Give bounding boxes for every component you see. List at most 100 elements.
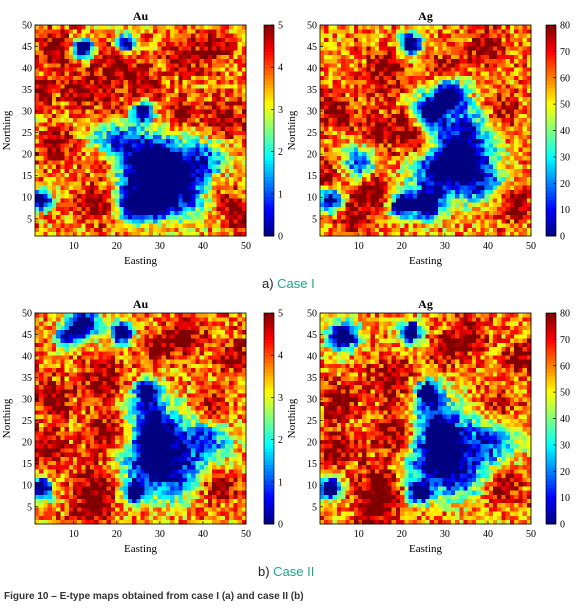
heatmap-cell <box>522 227 528 233</box>
heatmap-cell <box>471 105 477 110</box>
heatmap-cell <box>455 84 460 89</box>
heatmap-cell <box>208 202 213 207</box>
heatmap-cell <box>144 84 150 89</box>
heatmap-cell <box>412 223 418 228</box>
heatmap-cell <box>182 54 188 60</box>
heatmap-cell <box>136 214 141 220</box>
heatmap-cell <box>455 130 460 136</box>
heatmap-cell <box>379 176 384 182</box>
heatmap-cell <box>362 41 367 47</box>
heatmap-cell <box>119 193 124 199</box>
heatmap-cell <box>400 227 405 233</box>
heatmap-cell <box>174 105 179 110</box>
heatmap-cell <box>391 231 397 237</box>
heatmap-cell <box>35 37 40 43</box>
heatmap-cell <box>349 147 355 152</box>
heatmap-cell <box>425 138 431 144</box>
heatmap-cell <box>102 92 108 98</box>
heatmap-cell <box>43 62 48 68</box>
heatmap-cell <box>85 189 91 195</box>
heatmap-cell <box>438 37 443 43</box>
heatmap-cell <box>119 155 124 161</box>
heatmap-cell <box>480 67 485 72</box>
heatmap-cell <box>148 29 154 34</box>
heatmap-cell <box>68 62 74 68</box>
heatmap-cell <box>366 50 371 55</box>
heatmap-cell <box>199 62 205 68</box>
heatmap-cell <box>60 227 65 233</box>
heatmap-cell <box>433 176 439 182</box>
heatmap-cell <box>324 84 329 89</box>
heatmap-cell <box>438 223 443 228</box>
heatmap-cell <box>463 109 468 114</box>
heatmap-cell <box>241 54 247 60</box>
heatmap-cell <box>208 100 213 106</box>
heatmap-cell <box>102 50 108 55</box>
heatmap-cell <box>324 134 329 140</box>
heatmap-cell <box>140 185 146 190</box>
heatmap-cell <box>332 96 338 102</box>
heatmap-cell <box>186 58 192 64</box>
heatmap-cell <box>229 210 234 216</box>
heatmap-cell <box>400 126 405 131</box>
heatmap-cell <box>212 147 217 152</box>
heatmap-cell <box>320 50 325 55</box>
heatmap-cell <box>224 37 230 43</box>
heatmap-cell <box>203 88 209 93</box>
heatmap-cell <box>174 54 179 60</box>
heatmap-cell <box>178 126 183 131</box>
heatmap-cell <box>480 181 485 186</box>
heatmap-cell <box>199 79 205 85</box>
heatmap-cell <box>47 96 53 102</box>
heatmap-cell <box>233 37 238 43</box>
heatmap-cell <box>191 206 196 211</box>
heatmap-cell <box>89 151 95 157</box>
heatmap-cell <box>94 202 99 207</box>
heatmap-cell <box>174 41 179 47</box>
heatmap-cell <box>417 41 422 47</box>
heatmap-cell <box>417 122 422 127</box>
heatmap-cell <box>493 46 498 51</box>
heatmap-cell <box>438 109 443 114</box>
heatmap-cell <box>39 214 44 220</box>
heatmap-cell <box>404 210 409 216</box>
heatmap-cell <box>140 105 146 110</box>
heatmap-cell <box>153 41 158 47</box>
heatmap-cell <box>408 117 414 123</box>
heatmap-cell <box>429 113 435 119</box>
heatmap-cell <box>391 202 397 207</box>
heatmap-cell <box>366 202 371 207</box>
heatmap-cell <box>433 92 439 98</box>
heatmap-cell <box>493 88 498 93</box>
heatmap-cell <box>144 33 150 38</box>
heatmap-cell <box>60 29 65 34</box>
heatmap-cell <box>493 84 498 89</box>
heatmap-cell <box>182 79 188 85</box>
heatmap-cell <box>463 198 468 203</box>
heatmap-cell <box>161 147 167 152</box>
heatmap-cell <box>110 134 116 140</box>
heatmap-cell <box>438 67 443 72</box>
heatmap-cell <box>446 92 452 98</box>
heatmap-cell <box>233 138 238 144</box>
heatmap-cell <box>72 172 78 178</box>
heatmap-cell <box>526 122 532 127</box>
heatmap-cell <box>332 219 338 224</box>
heatmap-cell <box>224 198 230 203</box>
heatmap-cell <box>174 50 179 55</box>
heatmap-cell <box>509 214 515 220</box>
colorbar-swatch <box>264 81 274 85</box>
heatmap-cell <box>450 231 456 237</box>
heatmap-cell <box>497 198 502 203</box>
heatmap-cell <box>165 214 171 220</box>
heatmap-cell <box>123 62 129 68</box>
heatmap-cell <box>47 160 53 165</box>
heatmap-cell <box>64 181 70 186</box>
heatmap-cell <box>148 37 154 43</box>
heatmap-cell <box>186 41 192 47</box>
heatmap-cell <box>408 206 414 211</box>
heatmap-cell <box>387 113 393 119</box>
heatmap-cell <box>60 160 65 165</box>
heatmap-cell <box>514 100 519 106</box>
heatmap-cell <box>387 202 393 207</box>
